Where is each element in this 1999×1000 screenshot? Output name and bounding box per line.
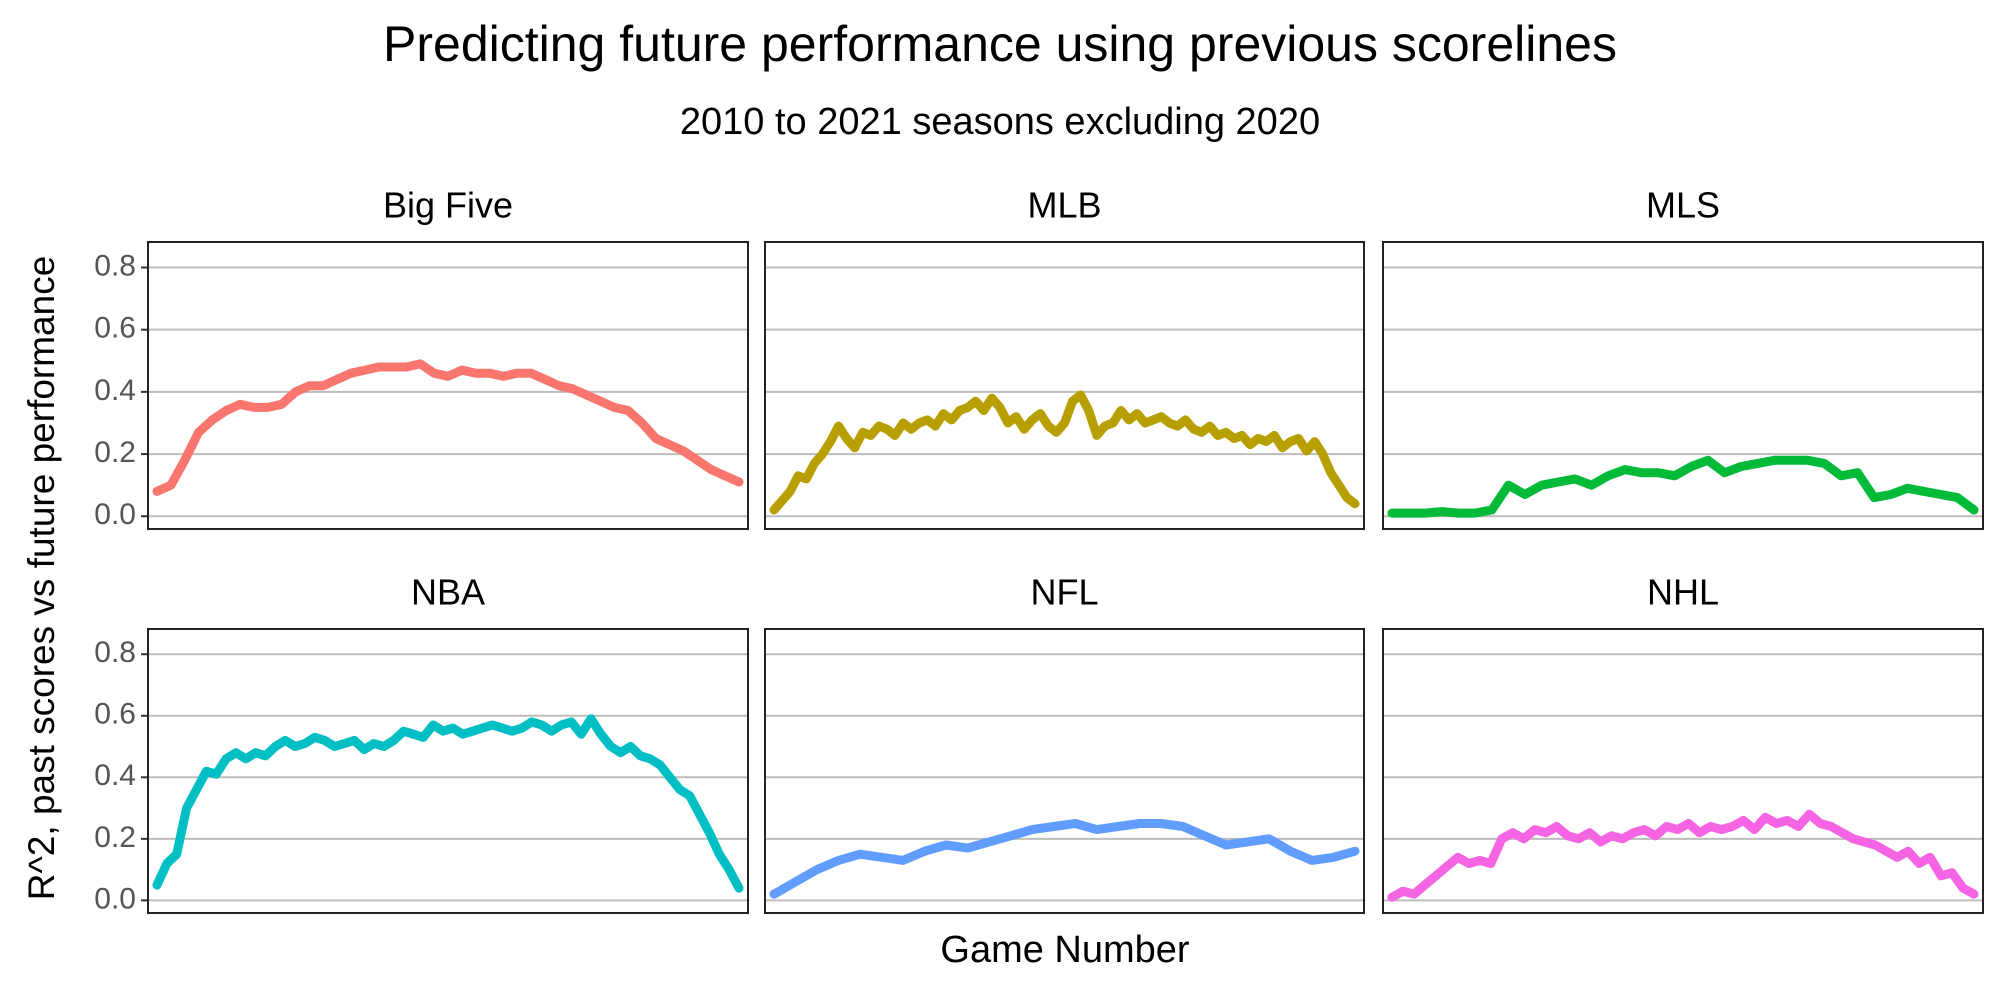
y-tick-label: 0.0 <box>94 498 136 531</box>
line <box>1387 455 1979 518</box>
panel-border <box>1382 241 1984 530</box>
y-axis-label: R^2, past scores vs future performance <box>21 256 62 901</box>
facet-title: NHL <box>1647 572 1719 613</box>
facet-title: NBA <box>411 572 485 613</box>
chart-title: Predicting future performance using prev… <box>383 16 1617 72</box>
line <box>152 359 744 496</box>
y-tick-label: 0.6 <box>94 312 136 345</box>
line <box>152 714 744 893</box>
facet-title: NFL <box>1030 572 1098 613</box>
y-tick-label: 0.4 <box>94 374 136 407</box>
panel-border <box>147 628 749 914</box>
panel-border <box>764 628 1365 914</box>
y-tick-label: 0.0 <box>94 882 136 915</box>
y-tick-label: 0.2 <box>94 821 136 854</box>
facet-title: MLS <box>1646 185 1720 226</box>
line <box>1387 809 1979 902</box>
line <box>769 819 1360 899</box>
y-tick-label: 0.8 <box>94 636 136 669</box>
facet-title: MLB <box>1027 185 1101 226</box>
chart-subtitle: 2010 to 2021 seasons excluding 2020 <box>680 101 1320 143</box>
y-tick-label: 0.2 <box>94 436 136 469</box>
panel-border <box>147 241 749 530</box>
y-tick-label: 0.6 <box>94 698 136 731</box>
y-tick-label: 0.4 <box>94 759 136 792</box>
y-tick-label: 0.8 <box>94 249 136 282</box>
panel-border <box>764 241 1365 530</box>
panel-border <box>1382 628 1984 914</box>
facet-title: Big Five <box>383 185 513 226</box>
line <box>769 390 1360 515</box>
x-axis-label: Game Number <box>940 929 1190 971</box>
